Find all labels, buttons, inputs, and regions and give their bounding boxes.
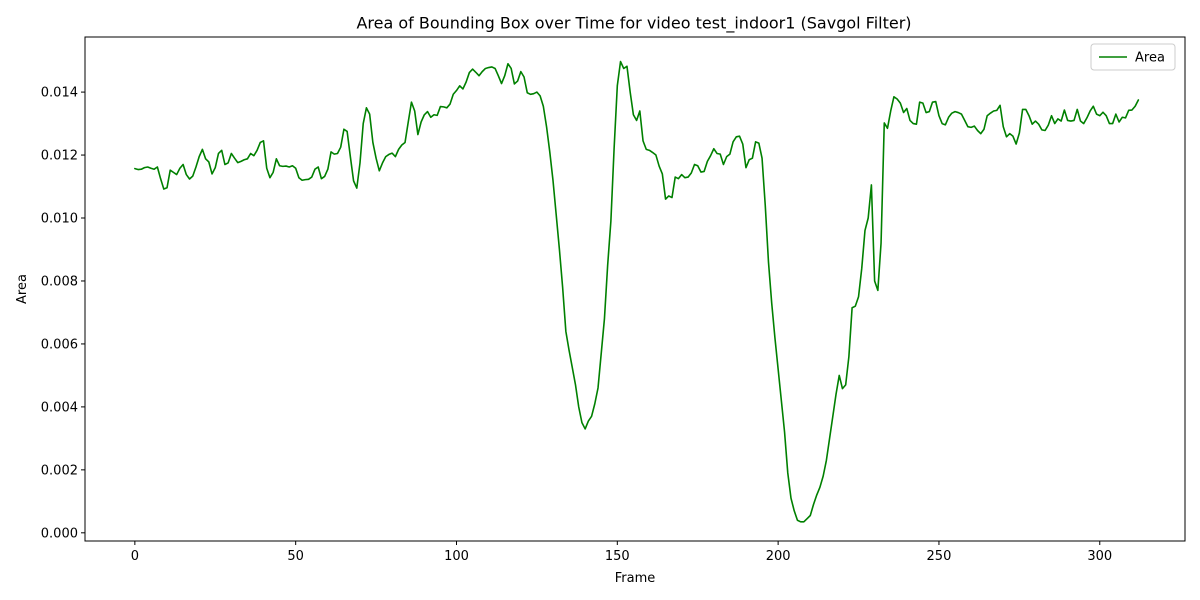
y-axis-title: Area	[15, 274, 30, 304]
legend-box	[1090, 43, 1176, 71]
y-tick-label: 0.002	[41, 463, 78, 478]
series-lines	[134, 60, 1140, 523]
chart-title: Area of Bounding Box over Time for video…	[356, 14, 911, 34]
y-tick-label: 0.004	[41, 400, 78, 415]
y-tick-label: 0.010	[41, 212, 78, 227]
y-tick-label: 0.014	[41, 86, 78, 101]
plot-frame	[84, 36, 1186, 542]
x-tick-label: 0	[131, 549, 139, 564]
x-tick-label: 100	[444, 549, 469, 564]
x-tick-label: 300	[1087, 549, 1112, 564]
x-tick-label: 200	[766, 549, 791, 564]
x-axis-title: Frame	[615, 571, 656, 586]
x-axis: 0 50 100 150 200 250 300	[131, 541, 1112, 564]
legend: Area	[1090, 43, 1176, 71]
y-axis: 0.000 0.002 0.004 0.006 0.008 0.010 0.012 0.014	[41, 86, 85, 541]
x-tick-label: 150	[605, 549, 630, 564]
y-tick-label: 0.008	[41, 274, 78, 289]
legend-label: Area	[1135, 51, 1165, 66]
y-tick-label: 0.012	[41, 149, 78, 164]
series-line-area	[134, 60, 1140, 523]
plot-area: 0 50 100 150 200 250 300 0.0000.0020.0040.0060…	[41, 36, 1186, 564]
x-tick-label: 250	[927, 549, 952, 564]
y-tick-label: 0.006	[41, 337, 78, 352]
y-tick-label: 0.000	[41, 526, 78, 541]
x-tick-label: 50	[287, 549, 304, 564]
